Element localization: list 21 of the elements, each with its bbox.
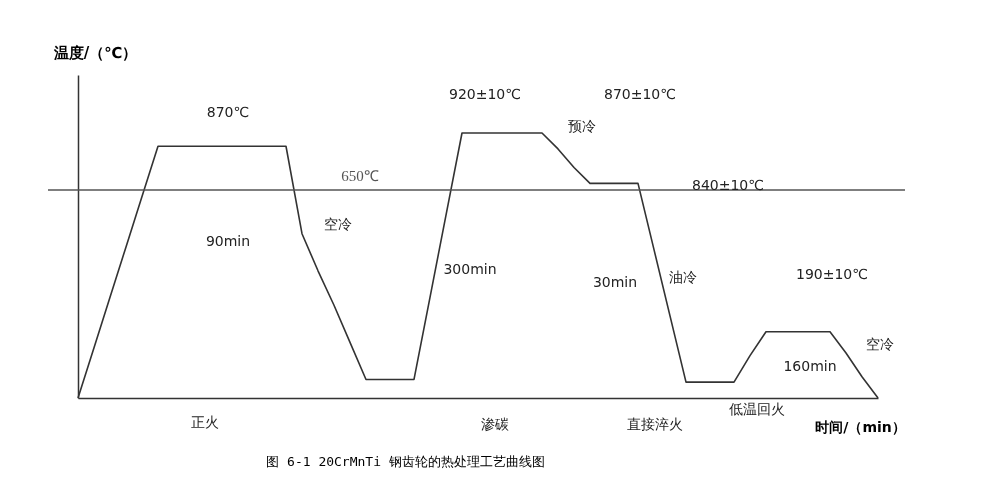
x-axis-title: 时间/（min） <box>815 418 906 435</box>
text: 渗碳 <box>481 416 509 432</box>
text: 920±10℃ <box>449 86 521 102</box>
annotation: 空冷 <box>324 216 352 232</box>
annotation: 30min <box>592 274 638 290</box>
annotation: 预冷 <box>568 118 596 134</box>
text: 870±10℃ <box>604 86 676 102</box>
annotation: 840±10℃ <box>692 177 764 193</box>
text: 图 6-1 20CrMnTi 钢齿轮的热处理工艺曲线图 <box>266 454 545 469</box>
ref-line-label: 650℃ <box>341 167 379 184</box>
text: 870℃ <box>206 104 250 120</box>
y-axis-title: 温度/（℃） <box>52 43 138 62</box>
annotation: 190±10℃ <box>796 266 868 282</box>
annotation: 300min <box>443 261 497 277</box>
annotation: 油冷 <box>669 269 697 285</box>
text: 直接淬火 <box>627 416 683 432</box>
text: 正火 <box>191 414 219 430</box>
annotation: 空冷 <box>866 336 894 352</box>
annotation: 160min <box>783 358 837 374</box>
annotation: 90min <box>205 233 251 249</box>
text: 低温回火 <box>729 401 785 417</box>
